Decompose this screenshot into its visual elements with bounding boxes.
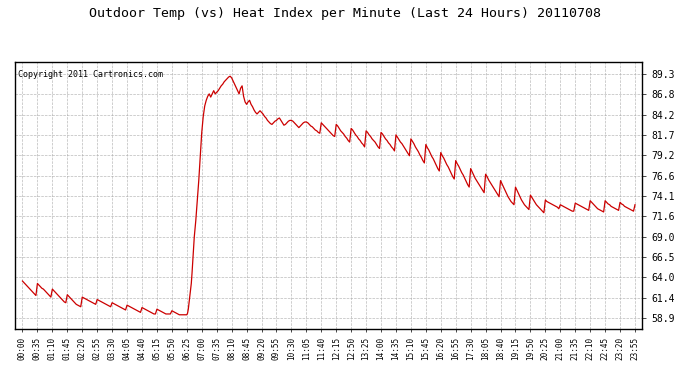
Text: Outdoor Temp (vs) Heat Index per Minute (Last 24 Hours) 20110708: Outdoor Temp (vs) Heat Index per Minute …: [89, 8, 601, 21]
Text: Copyright 2011 Cartronics.com: Copyright 2011 Cartronics.com: [18, 70, 163, 79]
